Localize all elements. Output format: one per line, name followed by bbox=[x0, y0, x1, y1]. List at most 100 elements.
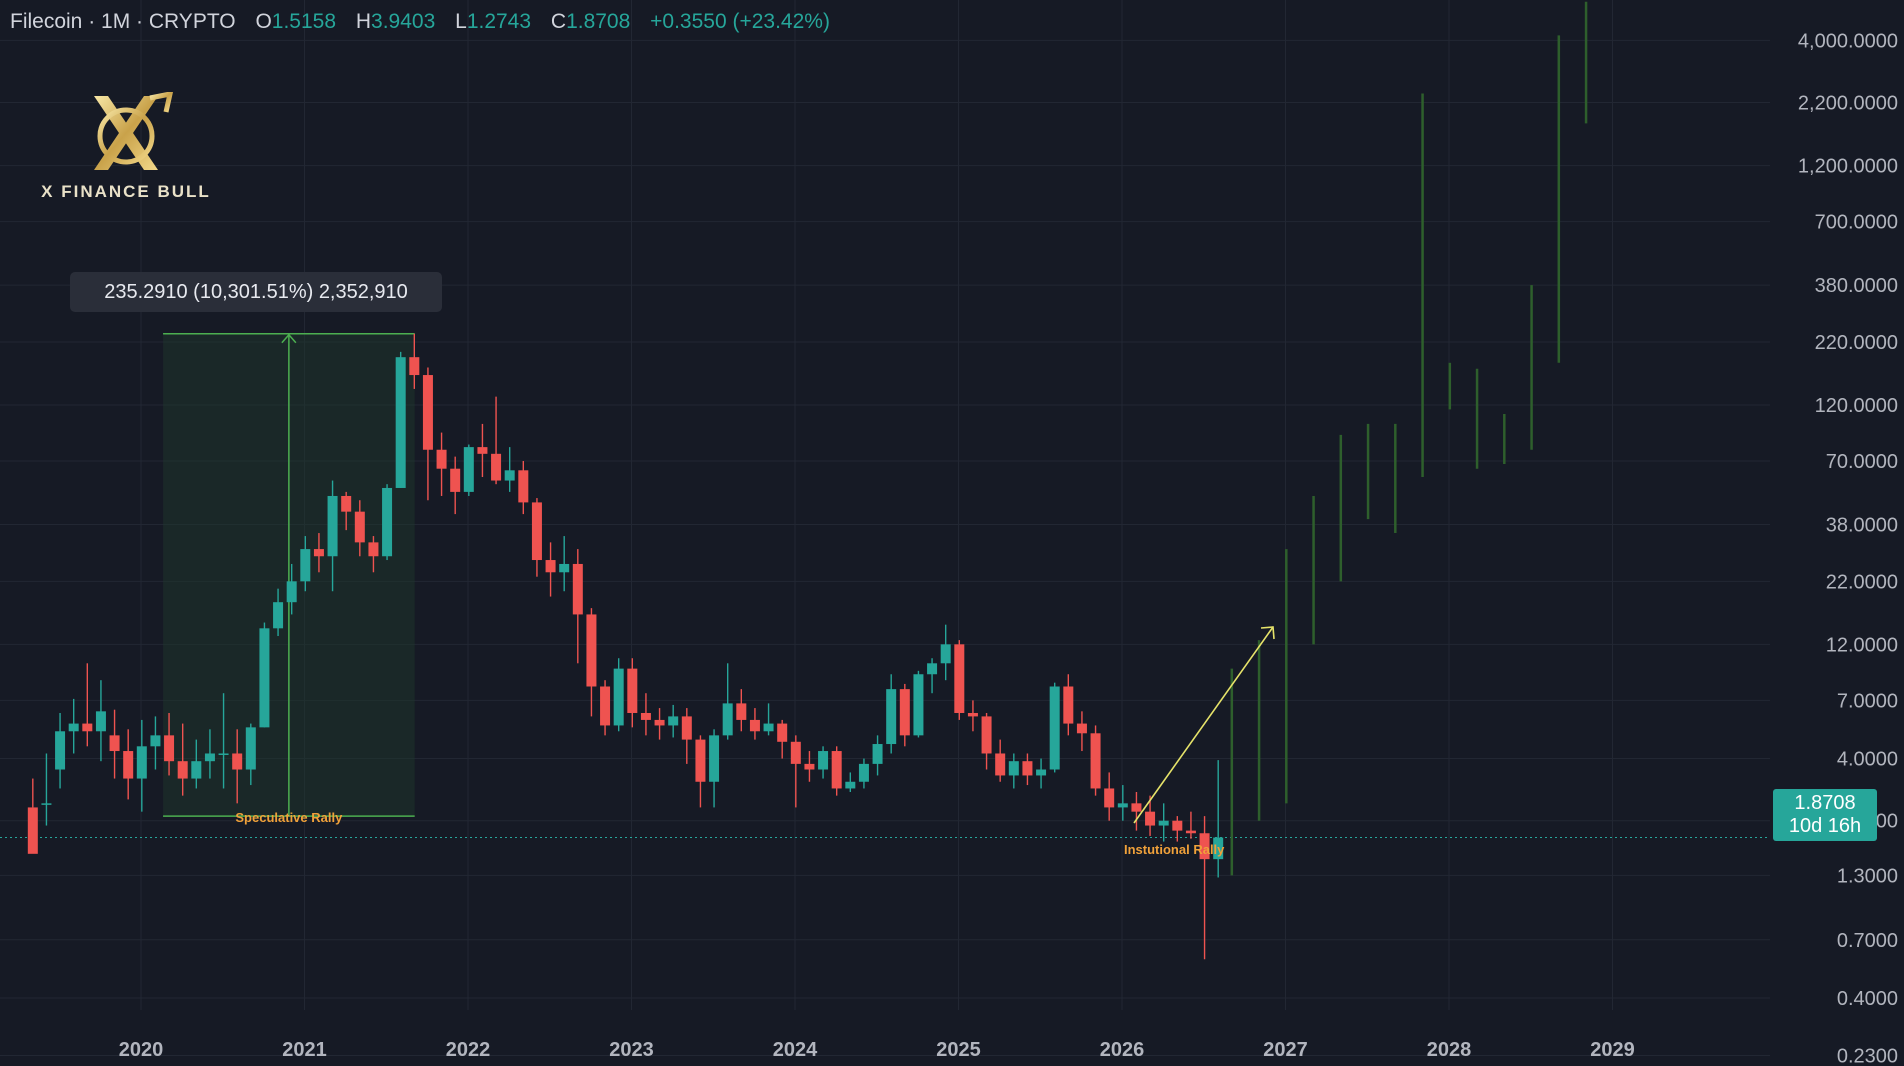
candle-body bbox=[477, 447, 488, 454]
candle-body bbox=[804, 763, 815, 770]
price-axis-label: 380.0000 bbox=[1815, 275, 1898, 297]
brand-logo: X FINANCE BULL bbox=[26, 90, 236, 212]
candle-body bbox=[600, 686, 611, 726]
price-axis-label: 0.4000 bbox=[1837, 988, 1898, 1010]
time-axis-label: 2023 bbox=[609, 1039, 654, 1061]
rally-arrow-head bbox=[1260, 626, 1275, 640]
candle-body bbox=[422, 375, 433, 450]
candle-body bbox=[1008, 761, 1019, 776]
candle-body bbox=[1117, 803, 1128, 808]
candle-body bbox=[1076, 723, 1087, 734]
candle-body bbox=[273, 602, 284, 629]
candle-body bbox=[899, 689, 910, 736]
candle-body bbox=[327, 495, 338, 557]
candle-body bbox=[722, 703, 733, 736]
candle-body bbox=[858, 763, 869, 782]
candle-body bbox=[1213, 837, 1224, 860]
candle-body bbox=[886, 689, 897, 745]
candle-body bbox=[531, 502, 542, 561]
candle-body bbox=[613, 668, 624, 726]
change-value: +0.3550 (+23.42%) bbox=[650, 10, 830, 33]
high-value: 3.9403 bbox=[371, 10, 436, 33]
candle-body bbox=[954, 644, 965, 713]
open-value: 1.5158 bbox=[271, 10, 337, 33]
price-axis-label: 38.0000 bbox=[1826, 515, 1898, 537]
candle-body bbox=[967, 712, 978, 717]
candle-body bbox=[559, 563, 570, 573]
candle-body bbox=[845, 781, 856, 789]
close-label: C bbox=[550, 10, 567, 33]
candle-body bbox=[1172, 820, 1183, 831]
candle-body bbox=[354, 511, 365, 543]
chart-legend: Filecoin · 1M · CRYPTO O1.5158 H3.9403 L… bbox=[10, 10, 830, 34]
candle-body bbox=[313, 549, 324, 557]
time-axis-label: 2026 bbox=[1100, 1039, 1145, 1061]
candle-body bbox=[681, 716, 692, 740]
candle-body bbox=[82, 723, 93, 732]
price-axis-label: 220.0000 bbox=[1815, 332, 1898, 354]
candle-body bbox=[136, 746, 147, 779]
candle-body bbox=[382, 487, 393, 557]
candle-body bbox=[109, 735, 120, 752]
candle-body bbox=[68, 723, 79, 732]
price-axis-label: 0.2300 bbox=[1837, 1045, 1898, 1066]
candle-body bbox=[1199, 833, 1210, 860]
price-axis-label: 0.7000 bbox=[1837, 930, 1898, 952]
low-label: L bbox=[455, 10, 467, 33]
candle-body bbox=[831, 751, 842, 789]
candle-body bbox=[395, 357, 406, 488]
candle-body bbox=[1022, 761, 1033, 776]
price-axis-label: 4,000.0000 bbox=[1798, 30, 1898, 52]
price-axis-label: 1,200.0000 bbox=[1798, 156, 1898, 178]
candle-body bbox=[300, 549, 311, 582]
candle-body bbox=[818, 751, 829, 770]
candle-body bbox=[41, 803, 52, 805]
candle-body bbox=[177, 761, 188, 779]
price-axis-label: 1.3000 bbox=[1837, 865, 1898, 887]
candle-body bbox=[232, 753, 243, 770]
candle-body bbox=[259, 628, 270, 728]
time-axis-label: 2021 bbox=[282, 1039, 327, 1061]
candle-body bbox=[927, 663, 938, 675]
candle-body bbox=[436, 449, 447, 469]
candle-body bbox=[763, 723, 774, 732]
candle-body bbox=[627, 668, 638, 713]
candle-body bbox=[872, 744, 883, 764]
measure-arrow-head bbox=[281, 333, 297, 344]
candle-body bbox=[1145, 811, 1156, 826]
candle-body bbox=[790, 741, 801, 764]
last-price-tag: 1.8708 10d 16h bbox=[1773, 789, 1877, 841]
candle-body bbox=[1131, 803, 1142, 812]
candle-body bbox=[504, 470, 515, 481]
candle-body bbox=[1185, 830, 1196, 834]
candle-body bbox=[695, 739, 706, 782]
candle-body bbox=[777, 723, 788, 742]
price-axis-label: 4.0000 bbox=[1837, 749, 1898, 771]
candle-body bbox=[218, 753, 229, 755]
x-logo-icon bbox=[94, 90, 174, 170]
candle-body bbox=[123, 751, 134, 779]
last-price-value: 1.8708 bbox=[1794, 792, 1856, 814]
open-label: O bbox=[255, 10, 272, 33]
candle-body bbox=[245, 727, 256, 770]
low-value: 1.2743 bbox=[466, 10, 532, 33]
candle-body bbox=[995, 753, 1006, 776]
symbol-label: Filecoin · 1M · CRYPTO bbox=[10, 10, 236, 33]
candle-body bbox=[736, 703, 747, 720]
candle-body bbox=[1090, 733, 1101, 789]
candle-body bbox=[1158, 820, 1169, 826]
candle-body bbox=[545, 560, 556, 573]
price-axis-label: 120.0000 bbox=[1815, 395, 1898, 417]
candle-body bbox=[150, 735, 161, 747]
candle-body bbox=[286, 581, 297, 603]
candle-body bbox=[1036, 769, 1047, 776]
candle-body bbox=[940, 644, 951, 664]
high-label: H bbox=[355, 10, 372, 33]
bar-countdown: 10d 16h bbox=[1788, 815, 1862, 837]
time-axis-label: 2025 bbox=[936, 1039, 981, 1061]
close-value: 1.8708 bbox=[566, 10, 631, 33]
candle-body bbox=[654, 719, 665, 726]
candle-body bbox=[191, 761, 202, 779]
price-axis-label: 12.0000 bbox=[1826, 634, 1898, 656]
